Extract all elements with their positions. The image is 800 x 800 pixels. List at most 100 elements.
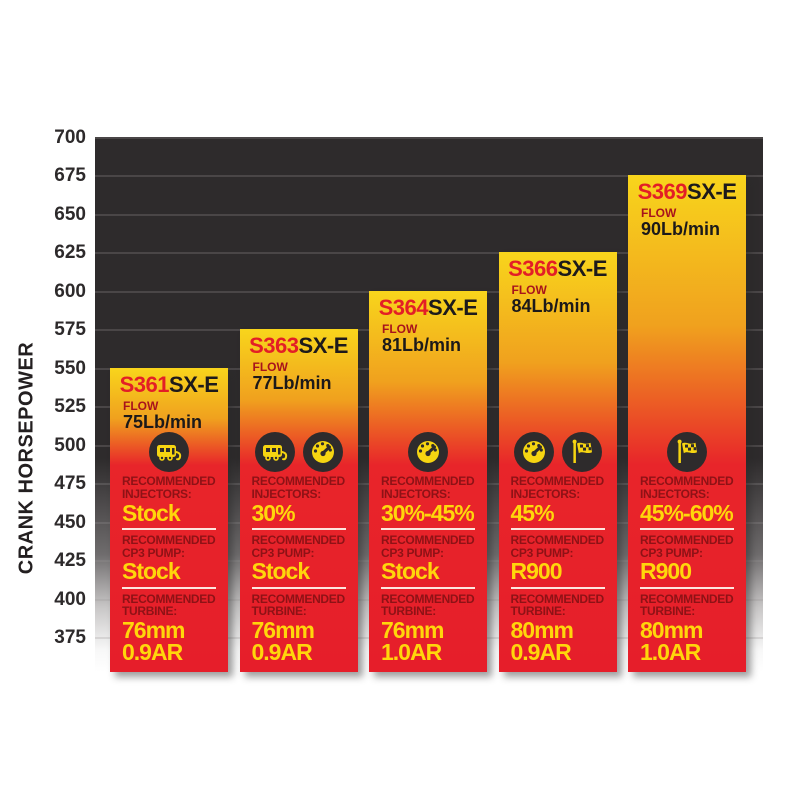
y-tick-label: 450 bbox=[54, 511, 86, 533]
flow-label: FLOW bbox=[252, 360, 288, 375]
flow-value: 81Lb/min bbox=[382, 334, 462, 355]
spec-value-line2: 0.9AR bbox=[510, 639, 572, 666]
spec-label: RECOMMENDED CP3 PUMP: bbox=[381, 533, 475, 560]
turbo-bar-s364: S364SX-E FLOW 81Lb/min RECOMMENDED INJECTO… bbox=[369, 290, 487, 672]
turbo-bar-s363: S363SX-E FLOW 77Lb/min RECOMMENDED INJECTO… bbox=[239, 329, 358, 672]
model-name: S363SX-E bbox=[240, 335, 358, 357]
model-name: S364SX-E bbox=[369, 294, 487, 320]
spec-value: 76mm bbox=[381, 616, 444, 643]
model-name: S366SX-E bbox=[499, 258, 617, 280]
spec-value: 30%-45% bbox=[381, 499, 475, 526]
spec-section: RECOMMENDED TURBINE: 76mm 0.9AR bbox=[240, 592, 358, 666]
y-tick-label: 525 bbox=[54, 396, 86, 418]
spec-section: RECOMMENDED TURBINE: 80mm 0.9AR bbox=[499, 592, 617, 666]
bar-specs: RECOMMENDED INJECTORS: 30%-45% RECOMMENDED… bbox=[369, 432, 487, 672]
rv-icon bbox=[254, 432, 295, 473]
bar-specs: RECOMMENDED INJECTORS: Stock RECOMMENDED C… bbox=[110, 432, 228, 672]
y-tick-label: 500 bbox=[54, 434, 86, 456]
spec-value-line2: 1.0AR bbox=[381, 639, 442, 666]
spec-label: RECOMMENDED CP3 PUMP: bbox=[122, 533, 216, 560]
divider bbox=[381, 528, 475, 531]
turbo-bar-s369: S369SX-E FLOW 90Lb/min RECOMMENDED INJECTO… bbox=[628, 175, 746, 672]
gauge-icon bbox=[408, 432, 448, 473]
y-tick-label: 400 bbox=[54, 588, 86, 610]
gridline bbox=[95, 175, 763, 178]
y-tick-label: 675 bbox=[54, 165, 86, 187]
spec-value-line2: 1.0AR bbox=[640, 639, 701, 666]
spec-value-line2: 0.9AR bbox=[122, 639, 183, 666]
spec-section: RECOMMENDED CP3 PUMP: Stock bbox=[240, 534, 358, 583]
gauge-icon bbox=[513, 432, 554, 473]
bar-specs: RECOMMENDED INJECTORS: 30% RECOMMENDED CP3… bbox=[240, 432, 358, 672]
model-prefix: S363 bbox=[249, 333, 299, 359]
bar-head: S364SX-E FLOW 81Lb/min bbox=[369, 291, 487, 354]
rv-icon bbox=[149, 432, 189, 473]
gridline bbox=[95, 213, 763, 216]
model-prefix: S369 bbox=[637, 179, 688, 205]
spec-value: 80mm bbox=[510, 616, 574, 643]
y-tick-label: 425 bbox=[54, 550, 86, 572]
race-flag-icon bbox=[667, 432, 707, 473]
icon-row bbox=[369, 432, 487, 473]
y-tick-label: 700 bbox=[54, 127, 86, 148]
flow-label: FLOW bbox=[511, 283, 547, 298]
spec-label: RECOMMENDED INJECTORS: bbox=[251, 474, 346, 501]
spec-label: RECOMMENDED TURBINE: bbox=[640, 591, 734, 619]
flow-value: 75Lb/min bbox=[123, 411, 203, 432]
model-suffix: SX-E bbox=[428, 294, 478, 320]
y-tick-label: 550 bbox=[54, 357, 86, 379]
spec-value-line2: 0.9AR bbox=[251, 639, 313, 666]
y-tick-label: 575 bbox=[54, 319, 86, 341]
y-tick-label: 625 bbox=[54, 242, 86, 264]
model-suffix: SX-E bbox=[687, 179, 737, 205]
spec-section: RECOMMENDED INJECTORS: Stock bbox=[110, 475, 228, 524]
model-name: S361SX-E bbox=[110, 371, 228, 397]
model-prefix: S364 bbox=[378, 294, 429, 320]
flow-value: 77Lb/min bbox=[252, 373, 332, 394]
plot-area: S361SX-E FLOW 75Lb/min RECOMMENDED INJECTO… bbox=[95, 137, 763, 672]
spec-section: RECOMMENDED TURBINE: 80mm 1.0AR bbox=[628, 591, 746, 666]
spec-label: RECOMMENDED TURBINE: bbox=[381, 591, 475, 619]
divider bbox=[640, 528, 734, 531]
spec-value: Stock bbox=[251, 558, 311, 585]
spec-value: 30% bbox=[251, 499, 296, 526]
model-prefix: S361 bbox=[119, 371, 170, 397]
spec-section: RECOMMENDED CP3 PUMP: R900 bbox=[628, 534, 746, 583]
spec-label: RECOMMENDED INJECTORS: bbox=[122, 474, 216, 501]
flow-value: 90Lb/min bbox=[641, 219, 721, 240]
flow-label: FLOW bbox=[123, 398, 159, 413]
spec-section: RECOMMENDED INJECTORS: 30%-45% bbox=[369, 475, 487, 524]
spec-label: RECOMMENDED INJECTORS: bbox=[640, 474, 734, 501]
race-flag-icon bbox=[561, 432, 602, 473]
bar-head: S361SX-E FLOW 75Lb/min bbox=[110, 368, 228, 431]
spec-label: RECOMMENDED INJECTORS: bbox=[381, 474, 475, 501]
divider bbox=[510, 528, 605, 531]
bar-head: S366SX-E FLOW 84Lb/min bbox=[499, 252, 617, 317]
turbo-bar-s361: S361SX-E FLOW 75Lb/min RECOMMENDED INJECTO… bbox=[110, 367, 228, 672]
spec-section: RECOMMENDED TURBINE: 76mm 1.0AR bbox=[369, 591, 487, 666]
bar-head: S363SX-E FLOW 77Lb/min bbox=[240, 329, 358, 394]
turbo-bar-s366: S366SX-E FLOW 84Lb/min RECOMMENDED INJECTO… bbox=[498, 252, 617, 672]
y-tick-label: 600 bbox=[54, 280, 86, 302]
divider bbox=[640, 586, 734, 589]
flow-value: 84Lb/min bbox=[511, 296, 591, 317]
divider bbox=[251, 586, 346, 589]
gauge-icon bbox=[302, 432, 343, 473]
spec-section: RECOMMENDED CP3 PUMP: R900 bbox=[499, 534, 617, 583]
spec-value: Stock bbox=[381, 558, 440, 585]
divider bbox=[122, 586, 216, 589]
y-tick-label: 475 bbox=[54, 473, 86, 495]
model-prefix: S366 bbox=[508, 256, 558, 282]
model-name: S369SX-E bbox=[628, 181, 746, 203]
spec-value: R900 bbox=[640, 558, 692, 585]
divider bbox=[510, 586, 605, 589]
spec-label: RECOMMENDED CP3 PUMP: bbox=[510, 533, 605, 560]
spec-section: RECOMMENDED INJECTORS: 45%-60% bbox=[628, 475, 746, 524]
spec-value: 76mm bbox=[122, 616, 185, 643]
spec-value: 45% bbox=[510, 499, 555, 526]
spec-section: RECOMMENDED CP3 PUMP: Stock bbox=[110, 534, 228, 583]
spec-section: RECOMMENDED TURBINE: 76mm 0.9AR bbox=[110, 592, 228, 666]
icon-row bbox=[110, 432, 228, 473]
spec-value: 80mm bbox=[640, 616, 703, 643]
